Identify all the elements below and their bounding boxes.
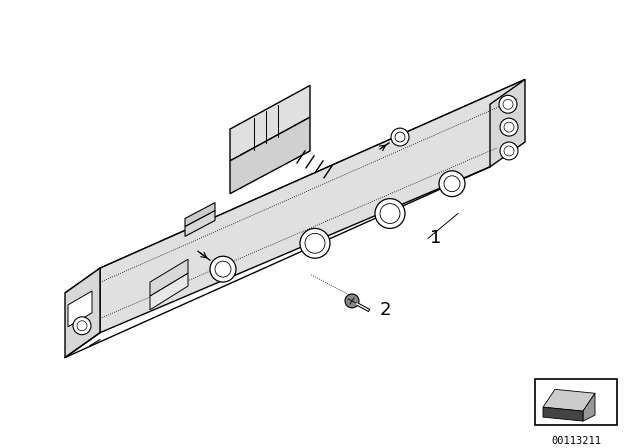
Polygon shape [65, 79, 525, 293]
Circle shape [380, 203, 400, 224]
Polygon shape [185, 202, 215, 226]
Polygon shape [490, 79, 525, 167]
Polygon shape [150, 259, 188, 296]
Circle shape [345, 294, 359, 308]
Circle shape [503, 99, 513, 109]
Polygon shape [150, 273, 188, 310]
Circle shape [77, 321, 87, 331]
Circle shape [375, 198, 405, 228]
Circle shape [504, 146, 514, 156]
Circle shape [504, 122, 514, 132]
Circle shape [215, 261, 231, 277]
Polygon shape [543, 407, 583, 421]
Text: 00113211: 00113211 [551, 436, 601, 446]
Bar [535, 379, 617, 425]
Circle shape [305, 233, 325, 253]
Circle shape [391, 128, 409, 146]
Circle shape [210, 256, 236, 282]
Polygon shape [230, 117, 310, 194]
Circle shape [500, 118, 518, 136]
Polygon shape [230, 86, 310, 161]
Polygon shape [65, 268, 100, 358]
Text: 2: 2 [380, 301, 392, 319]
Circle shape [500, 142, 518, 160]
Polygon shape [100, 79, 525, 333]
Polygon shape [583, 393, 595, 421]
Circle shape [73, 317, 91, 335]
Circle shape [444, 176, 460, 192]
Polygon shape [543, 389, 595, 411]
Circle shape [439, 171, 465, 197]
Circle shape [499, 95, 517, 113]
Circle shape [395, 132, 405, 142]
Text: 1: 1 [430, 229, 442, 247]
Polygon shape [185, 211, 215, 237]
Polygon shape [68, 291, 92, 327]
Circle shape [300, 228, 330, 258]
